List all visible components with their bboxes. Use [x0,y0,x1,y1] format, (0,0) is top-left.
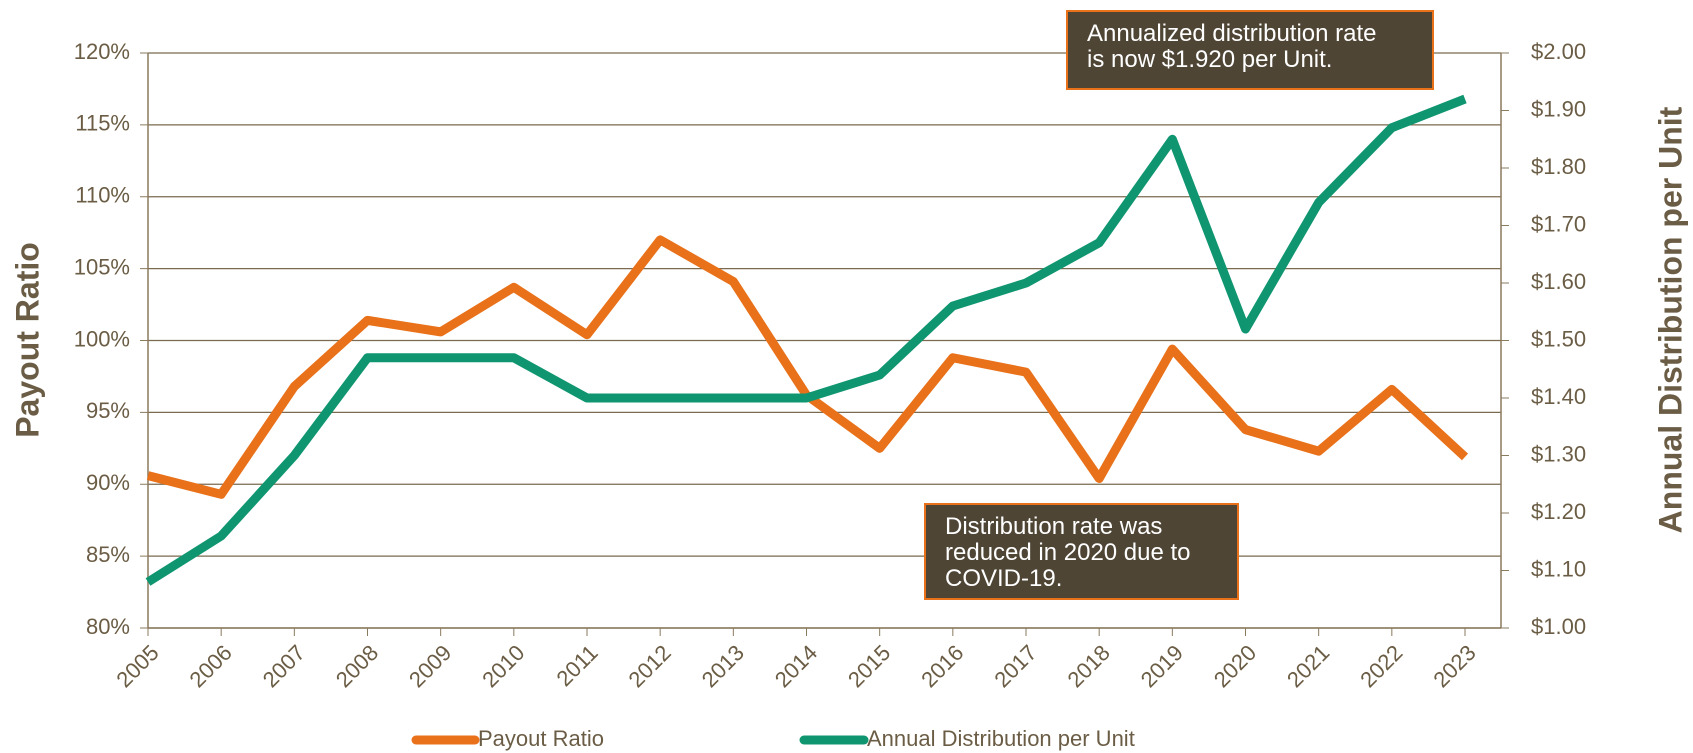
y2-tick-label: $1.10 [1531,556,1586,581]
x-tick-label: 2020 [1209,640,1261,692]
x-tick-label: 2022 [1355,640,1407,692]
y-tick-label: 95% [86,398,130,423]
series-line [146,235,1469,499]
x-tick-label: 2010 [477,640,529,692]
x-tick-label: 2017 [989,640,1041,692]
y2-tick-label: $1.20 [1531,499,1586,524]
x-tick-label: 2021 [1282,640,1334,692]
y2-tick-label: $1.90 [1531,96,1586,121]
x-tick-label: 2014 [770,640,822,692]
x-tick-label: 2019 [1136,640,1188,692]
y2-tick-label: $1.60 [1531,269,1586,294]
y2-axis-title: Annual Distribution per Unit [1652,106,1688,533]
y2-tick-label: $1.50 [1531,326,1586,351]
y2-tick-label: $1.80 [1531,154,1586,179]
legend-label: Annual Distribution per Unit [867,726,1135,751]
x-tick-label: 2011 [552,640,603,691]
x-tick-label: 2016 [916,640,968,692]
x-tick-label: 2007 [258,640,310,692]
y2-tick-label: $1.40 [1531,384,1586,409]
annotation-box [924,503,1239,600]
y-tick-label: 115% [75,111,130,136]
y-tick-label: 85% [86,542,130,567]
series-line [145,94,1467,586]
x-tick-label: 2005 [111,640,163,692]
y-tick-label: 105% [74,254,130,279]
annotation-box [1066,10,1434,90]
x-tick-label: 2006 [185,640,237,692]
x-tick-label: 2018 [1063,640,1115,692]
x-tick-label: 2008 [331,640,383,692]
x-tick-label: 2013 [697,640,749,692]
y-tick-label: 80% [86,614,130,639]
y2-tick-label: $1.70 [1531,211,1586,236]
x-tick-label: 2015 [843,640,895,692]
y-tick-label: 90% [86,470,130,495]
y-tick-label: 120% [74,39,130,64]
x-tick-label: 2009 [404,640,456,692]
y-axis-title: Payout Ratio [9,242,45,438]
annotation-text: Annualized distribution rate [1087,20,1377,47]
y2-tick-label: $1.30 [1531,441,1586,466]
annotation-text: reduced in 2020 due to [945,539,1191,566]
x-tick-label: 2023 [1428,640,1480,692]
y2-tick-label: $2.00 [1531,39,1586,64]
y-tick-label: 100% [74,326,130,351]
legend-label: Payout Ratio [478,726,604,751]
y-tick-label: 110% [75,183,130,208]
annotation-text: COVID-19. [945,565,1062,592]
y2-tick-label: $1.00 [1531,614,1586,639]
annotation-text: Distribution rate was [945,513,1162,540]
x-tick-label: 2012 [624,640,676,692]
annotation-text: is now $1.920 per Unit. [1087,46,1332,73]
